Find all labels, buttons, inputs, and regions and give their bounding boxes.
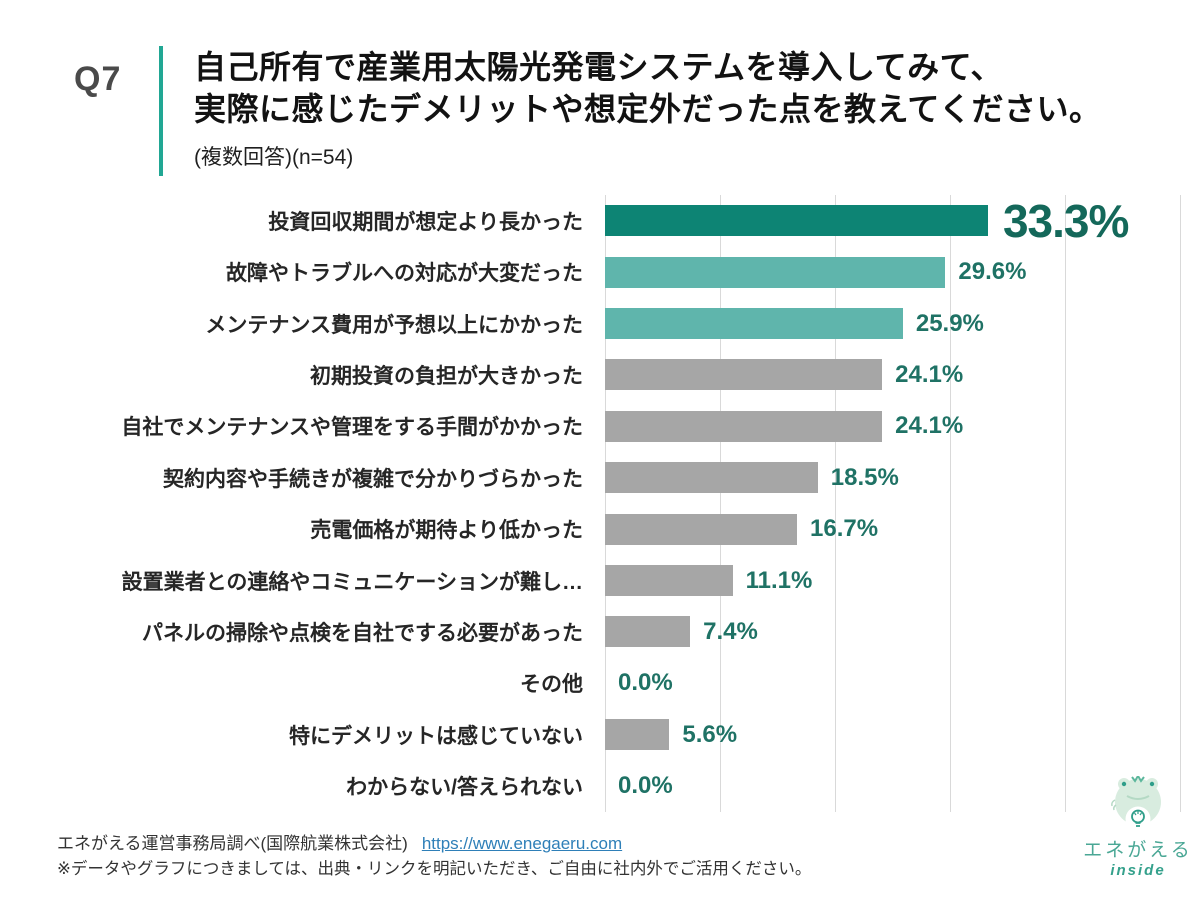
value-label: 24.1% <box>895 412 964 440</box>
chart-row: わからない/答えられない 0.0% <box>57 760 1203 811</box>
gridline <box>720 195 721 812</box>
bar-zone: 5.6% <box>605 719 1203 751</box>
bar <box>605 462 818 494</box>
category-label: パネルの掃除や点検を自社でする必要があった <box>142 621 583 645</box>
bar-zone: 7.4% <box>605 616 1203 648</box>
bar <box>605 565 733 597</box>
mascot-frog-bulb-icon <box>1111 774 1161 832</box>
chart-rows: 投資回収期間が想定より長かった 33.3% 故障やトラブルへの対応が大変だった … <box>57 195 1203 812</box>
category-label: 特にデメリットは感じていない <box>289 724 583 748</box>
brand-sub-label: inside <box>1110 862 1166 880</box>
category-label: 売電価格が期待より低かった <box>310 519 583 543</box>
source-text: エネがえる運営事務局調べ(国際航業株式会社) <box>57 834 408 853</box>
value-label: 18.5% <box>830 463 899 491</box>
source-line: エネがえる運営事務局調べ(国際航業株式会社) https://www.enegae… <box>57 829 622 854</box>
bar <box>605 410 883 442</box>
page-title-line1: 自己所有で産業用太陽光発電システムを導入してみて、 <box>194 49 1003 85</box>
category-label: わからない/答えられない <box>346 776 583 800</box>
chart-row: 売電価格が期待より低かった 16.7% <box>57 503 1203 554</box>
chart-row: 初期投資の負担が大きかった 24.1% <box>57 349 1203 400</box>
bar-zone: 16.7% <box>605 513 1203 545</box>
source-link[interactable]: https://www.enegaeru.com <box>421 834 623 853</box>
value-label: 5.6% <box>682 720 738 748</box>
bar-zone: 29.6% <box>605 256 1203 288</box>
value-label: 0.0% <box>618 772 673 800</box>
category-label: 設置業者との連絡やコミュニケーションが難し… <box>121 570 583 594</box>
horizontal-bar-chart: 投資回収期間が想定より長かった 33.3% 故障やトラブルへの対応が大変だった … <box>57 195 1203 812</box>
bar <box>605 256 946 288</box>
chart-row: 契約内容や手続きが複雑で分かりづらかった 18.5% <box>57 452 1203 503</box>
bar <box>605 308 903 340</box>
chart-row: 設置業者との連絡やコミュニケーションが難し… 11.1% <box>57 555 1203 606</box>
chart-row: 投資回収期間が想定より長かった 33.3% <box>57 194 1203 248</box>
value-label: 16.7% <box>810 515 879 543</box>
bar <box>605 616 691 648</box>
brand-logo: エネがえる inside <box>1080 774 1196 880</box>
bar-zone: 0.0% <box>605 669 1203 697</box>
category-label: 初期投資の負担が大きかった <box>310 364 583 388</box>
category-label: 故障やトラブルへの対応が大変だった <box>226 262 583 286</box>
chart-gridlines <box>605 195 1181 812</box>
question-number: Q7 <box>74 60 122 98</box>
gridline <box>835 195 836 812</box>
bar <box>605 205 988 237</box>
bar-zone: 33.3% <box>605 194 1203 248</box>
bar-zone: 25.9% <box>605 308 1203 340</box>
bar-zone: 18.5% <box>605 462 1203 494</box>
value-label: 33.3% <box>1002 194 1129 247</box>
gridline <box>1180 195 1181 812</box>
category-label: 自社でメンテナンスや管理をする手間がかかった <box>121 416 583 440</box>
chart-row: 自社でメンテナンスや管理をする手間がかかった 24.1% <box>57 401 1203 452</box>
bar-zone: 11.1% <box>605 565 1203 597</box>
page-title: 自己所有で産業用太陽光発電システムを導入してみて、 実際に感じたデメリットや想定… <box>194 46 1101 130</box>
category-label: メンテナンス費用が予想以上にかかった <box>205 313 583 337</box>
bar <box>605 719 670 751</box>
survey-subtitle: (複数回答)(n=54) <box>194 146 354 169</box>
bar <box>605 513 798 545</box>
value-label: 7.4% <box>703 617 758 645</box>
brand-name: エネがえる <box>1083 840 1193 862</box>
value-label: 11.1% <box>745 566 813 594</box>
page-title-line2: 実際に感じたデメリットや想定外だった点を教えてください。 <box>194 91 1102 127</box>
chart-row: 故障やトラブルへの対応が大変だった 29.6% <box>57 246 1203 297</box>
chart-row: メンテナンス費用が予想以上にかかった 25.9% <box>57 298 1203 349</box>
gridline <box>605 195 606 812</box>
accent-divider-bar <box>159 46 163 176</box>
bar <box>605 359 883 391</box>
bar-zone: 24.1% <box>605 359 1203 391</box>
category-label: 投資回収期間が想定より長かった <box>268 210 583 234</box>
usage-note: ※データやグラフにつきましては、出典・リンクを明記いただき、ご自由に社内外でご活… <box>57 860 812 878</box>
category-label: その他 <box>520 673 583 697</box>
chart-row: その他 0.0% <box>57 658 1203 709</box>
bar-zone: 0.0% <box>605 772 1203 800</box>
gridline <box>1065 195 1066 812</box>
value-label: 0.0% <box>618 669 673 697</box>
gridline <box>950 195 951 812</box>
bar-zone: 24.1% <box>605 410 1203 442</box>
value-label: 24.1% <box>895 360 964 388</box>
chart-row: 特にデメリットは感じていない 5.6% <box>57 709 1203 760</box>
value-label: 29.6% <box>958 258 1027 286</box>
value-label: 25.9% <box>915 309 984 337</box>
category-label: 契約内容や手続きが複雑で分かりづらかった <box>163 467 583 491</box>
chart-row: パネルの掃除や点検を自社でする必要があった 7.4% <box>57 606 1203 657</box>
